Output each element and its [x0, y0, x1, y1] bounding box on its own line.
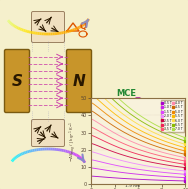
Circle shape	[150, 159, 165, 174]
Circle shape	[113, 142, 122, 151]
Circle shape	[150, 120, 159, 129]
Circle shape	[98, 142, 113, 157]
Circle shape	[155, 135, 164, 143]
Text: ≈ 0.8nm: ≈ 0.8nm	[129, 133, 147, 137]
Circle shape	[113, 127, 122, 136]
Text: 1.9 nm: 1.9 nm	[125, 184, 141, 188]
Circle shape	[164, 132, 180, 146]
FancyBboxPatch shape	[67, 50, 92, 112]
Circle shape	[130, 166, 146, 180]
Text: N: N	[73, 74, 85, 88]
Y-axis label: $-\Delta S_{mag}$ / J kg$^{-1}$ K$^{-1}$: $-\Delta S_{mag}$ / J kg$^{-1}$ K$^{-1}$	[68, 121, 79, 162]
Circle shape	[111, 135, 121, 143]
Circle shape	[158, 112, 173, 126]
Circle shape	[137, 113, 146, 122]
Circle shape	[123, 153, 131, 163]
Circle shape	[130, 156, 139, 165]
Circle shape	[117, 120, 126, 129]
Circle shape	[120, 164, 135, 179]
Circle shape	[96, 132, 111, 146]
Circle shape	[154, 127, 163, 136]
Circle shape	[120, 99, 135, 114]
Circle shape	[154, 142, 163, 151]
Circle shape	[111, 159, 126, 174]
Circle shape	[158, 152, 173, 167]
Circle shape	[137, 156, 146, 165]
Text: 2.4nm: 2.4nm	[182, 133, 186, 145]
Circle shape	[103, 152, 118, 167]
Text: S: S	[11, 74, 23, 88]
FancyBboxPatch shape	[32, 12, 64, 43]
Circle shape	[111, 104, 126, 119]
Circle shape	[117, 149, 126, 158]
FancyBboxPatch shape	[5, 50, 30, 112]
Text: Q: Q	[80, 22, 86, 32]
Circle shape	[103, 112, 118, 126]
Circle shape	[123, 115, 131, 124]
Circle shape	[141, 164, 156, 179]
Circle shape	[98, 121, 113, 136]
Circle shape	[163, 121, 178, 136]
Legend: 0.5 T, 1.0 T, 1.5 T, 2.0 T, 2.5 T, 3.0 T, 3.5 T, 4.0 T, 4.5 T, 5.0 T, 5.5 T, 6.0: 0.5 T, 1.0 T, 1.5 T, 2.0 T, 2.5 T, 3.0 T…	[161, 100, 184, 132]
Circle shape	[130, 98, 146, 112]
Circle shape	[141, 99, 156, 114]
Circle shape	[150, 149, 159, 158]
Circle shape	[145, 115, 153, 124]
Circle shape	[130, 113, 139, 122]
Circle shape	[163, 142, 178, 157]
Circle shape	[150, 104, 165, 119]
Circle shape	[125, 126, 151, 152]
Text: MCE: MCE	[116, 88, 136, 98]
FancyBboxPatch shape	[32, 119, 64, 146]
Circle shape	[145, 153, 153, 163]
